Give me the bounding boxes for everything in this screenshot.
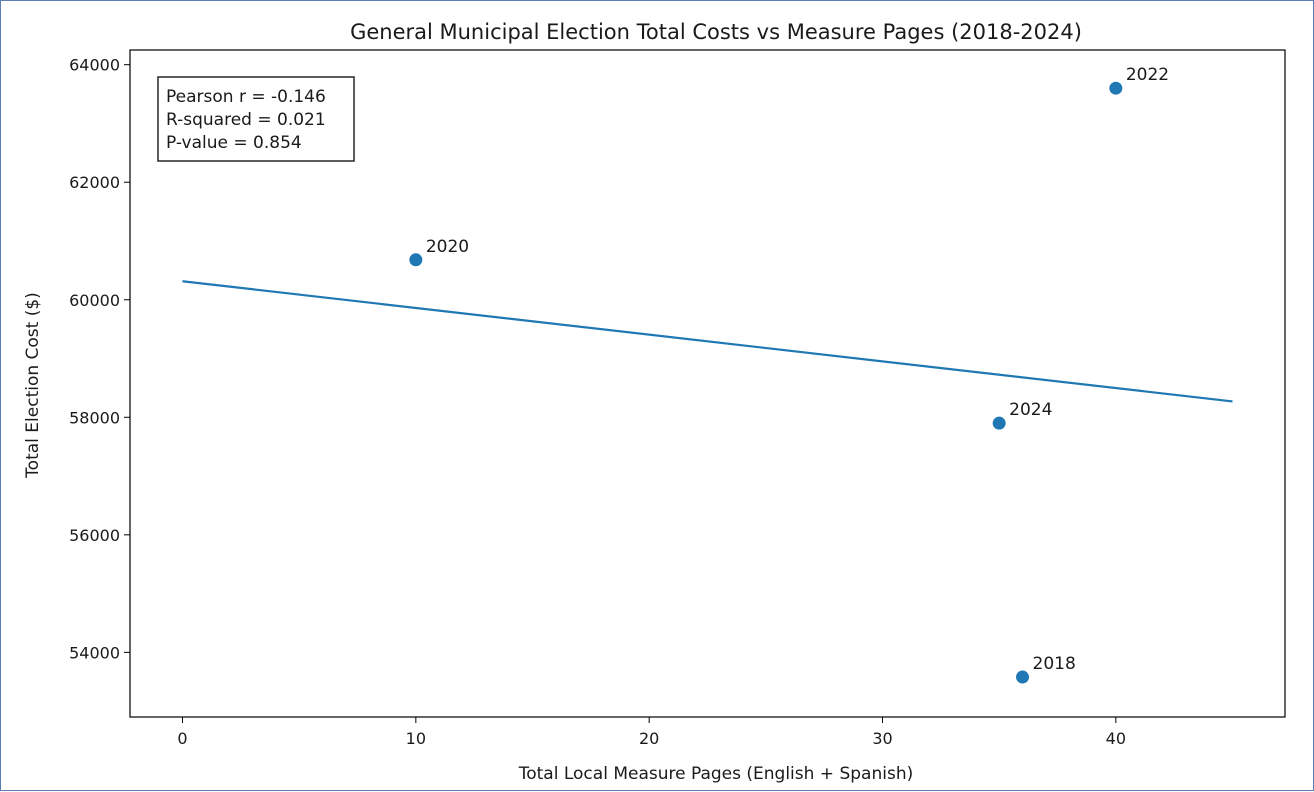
stats-box-border	[157, 76, 355, 162]
point-label-2020: 2020	[426, 237, 469, 257]
stats-box: Pearson r = -0.146 R-squared = 0.021 P-val…	[157, 76, 355, 162]
y-tick-label: 62000	[69, 173, 120, 192]
data-point-2022	[1109, 81, 1123, 95]
point-label-2018: 2018	[1033, 654, 1076, 674]
data-point-2020	[409, 253, 423, 267]
y-tick-label: 56000	[69, 526, 120, 545]
point-label-2022: 2022	[1126, 65, 1169, 85]
x-tick-label: 20	[639, 729, 659, 748]
y-tick-label: 64000	[69, 56, 120, 75]
point-label-2024: 2024	[1009, 400, 1052, 420]
stats-line: P-value = 0.854	[166, 133, 302, 153]
y-tick-label: 54000	[69, 643, 120, 662]
y-tick-label: 60000	[69, 291, 120, 310]
y-tick-label: 58000	[69, 408, 120, 427]
data-point-2024	[992, 416, 1006, 430]
x-tick-label: 40	[1106, 729, 1126, 748]
data-point-2018	[1016, 670, 1029, 684]
stats-line: Pearson r = -0.146	[166, 87, 326, 107]
y-axis-label: Total Election Cost ($)	[23, 292, 43, 479]
stats-line: R-squared = 0.021	[166, 110, 326, 130]
x-tick-label: 0	[177, 729, 187, 748]
x-tick-label: 10	[406, 729, 426, 748]
x-tick-label: 30	[872, 729, 892, 748]
trend-line	[182, 280, 1233, 403]
chart-title: General Municipal Election Total Costs v…	[350, 20, 1082, 44]
x-axis-label: Total Local Measure Pages (English + Spa…	[518, 764, 913, 784]
axes-frame	[129, 49, 1286, 718]
plot-area: 0 10 20 30 40 54000 56000 58000 60000 62000 64000 2…	[69, 49, 1286, 748]
